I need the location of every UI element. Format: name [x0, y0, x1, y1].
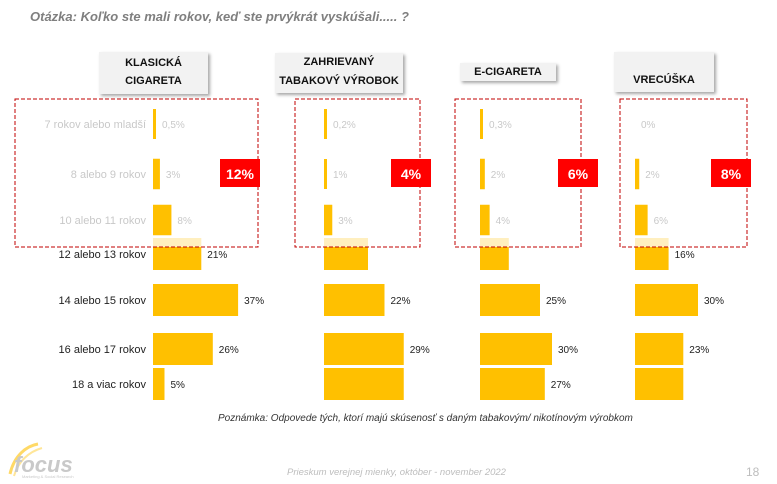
footer-cover: [0, 404, 777, 434]
bar-top-e-cigareta-1: [480, 159, 485, 189]
bar-zahrievany-tabakovy-vyrobok-5: [324, 333, 404, 365]
highlight-value-zahrievany-tabakovy-vyrobok: 4%: [401, 166, 422, 182]
value-label-e-cigareta-6: 27%: [551, 380, 571, 391]
value-label-klasicka-cigareta-6: 5%: [171, 380, 186, 391]
bar-e-cigareta-6: [480, 368, 545, 400]
value-label-klasicka-cigareta-4: 37%: [244, 296, 264, 307]
note-text: Poznámka: Odpovede tých, ktorí majú skús…: [218, 413, 633, 424]
bar-top-zahrievany-tabakovy-vyrobok-2: [324, 205, 333, 235]
category-label-5: 16 alebo 17 rokov: [59, 344, 147, 356]
logo-text: focus: [14, 452, 73, 477]
value-label-vrecuska-5: 23%: [689, 345, 709, 356]
bar-zahrievany-tabakovy-vyrobok-6: [324, 368, 404, 400]
value-label-vrecuska-3: 16%: [675, 250, 695, 261]
bar-top-klasicka-cigareta-0: [153, 109, 156, 139]
bar-vrecuska-4: [635, 284, 698, 316]
value-label-zahrievany-tabakovy-vyrobok-5: 29%: [410, 345, 430, 356]
value-label-e-cigareta-4: 25%: [546, 296, 566, 307]
value-label-vrecuska-4: 30%: [704, 296, 724, 307]
page-number: 18: [746, 465, 760, 479]
category-label-6: 18 a viac rokov: [72, 379, 146, 391]
bar-klasicka-cigareta-4: [153, 284, 239, 316]
bar-top-vrecuska-2: [635, 205, 648, 235]
highlight-badge-klasicka-cigareta: [220, 159, 260, 187]
logo-subtext: Marketing & Social Research: [22, 474, 74, 479]
header-zahrievany-tabakovy-vyrobok: ZAHRIEVANÝ TABAKOVÝ VÝROBOK: [275, 53, 403, 93]
header-label: E-CIGARETA: [474, 66, 542, 78]
highlight-value-e-cigareta: 6%: [568, 166, 589, 182]
value-label-e-cigareta-5: 30%: [558, 345, 578, 356]
value-label-klasicka-cigareta-5: 26%: [219, 345, 239, 356]
bar-top-zahrievany-tabakovy-vyrobok-0: [324, 109, 327, 139]
value-label-zahrievany-tabakovy-vyrobok-4: 22%: [391, 296, 411, 307]
category-label-4: 14 alebo 15 rokov: [59, 295, 147, 307]
bar-e-cigareta-4: [480, 284, 540, 316]
footer-text: Prieskum verejnej mienky, október - nove…: [287, 467, 506, 478]
highlight-value-klasicka-cigareta: 12%: [226, 166, 255, 182]
highlight-box-klasicka-cigareta: [14, 98, 259, 248]
question-title: Otázka: Koľko ste mali rokov, keď ste pr…: [30, 9, 409, 24]
bar-klasicka-cigareta-5: [153, 333, 213, 365]
bar-zahrievany-tabakovy-vyrobok-4: [324, 284, 385, 316]
bar-top-vrecuska-1: [635, 159, 640, 189]
header-label: KLASICKÁ CIGARETA: [125, 57, 182, 87]
header-e-cigareta: E-CIGARETA: [460, 63, 556, 81]
bar-top-klasicka-cigareta-1: [153, 159, 160, 189]
bar-e-cigareta-5: [480, 333, 552, 365]
bar-vrecuska-6: [635, 368, 684, 400]
category-label-3: 12 alebo 13 rokov: [59, 249, 147, 261]
header-klasicka-cigareta: KLASICKÁ CIGARETA: [99, 52, 208, 94]
header-label: ZAHRIEVANÝ TABAKOVÝ VÝROBOK: [279, 56, 399, 87]
bar-top-klasicka-cigareta-2: [153, 205, 172, 235]
bar-top-zahrievany-tabakovy-vyrobok-1: [324, 159, 327, 189]
highlight-value-vrecuska: 8%: [721, 166, 742, 182]
focus-logo-icon: [8, 442, 43, 477]
highlight-badge-zahrievany-tabakovy-vyrobok: [391, 159, 431, 187]
highlight-badge-vrecuska: [711, 159, 751, 187]
header-vrecuska: VRECÚŠKA: [614, 52, 714, 92]
highlight-badge-e-cigareta: [558, 159, 598, 187]
bar-top-e-cigareta-2: [480, 205, 490, 235]
bar-vrecuska-5: [635, 333, 684, 365]
bar-top-e-cigareta-0: [480, 109, 483, 139]
bar-klasicka-cigareta-6: [153, 368, 165, 400]
value-label-klasicka-cigareta-3: 21%: [207, 250, 227, 261]
header-label: VRECÚŠKA: [633, 74, 695, 86]
